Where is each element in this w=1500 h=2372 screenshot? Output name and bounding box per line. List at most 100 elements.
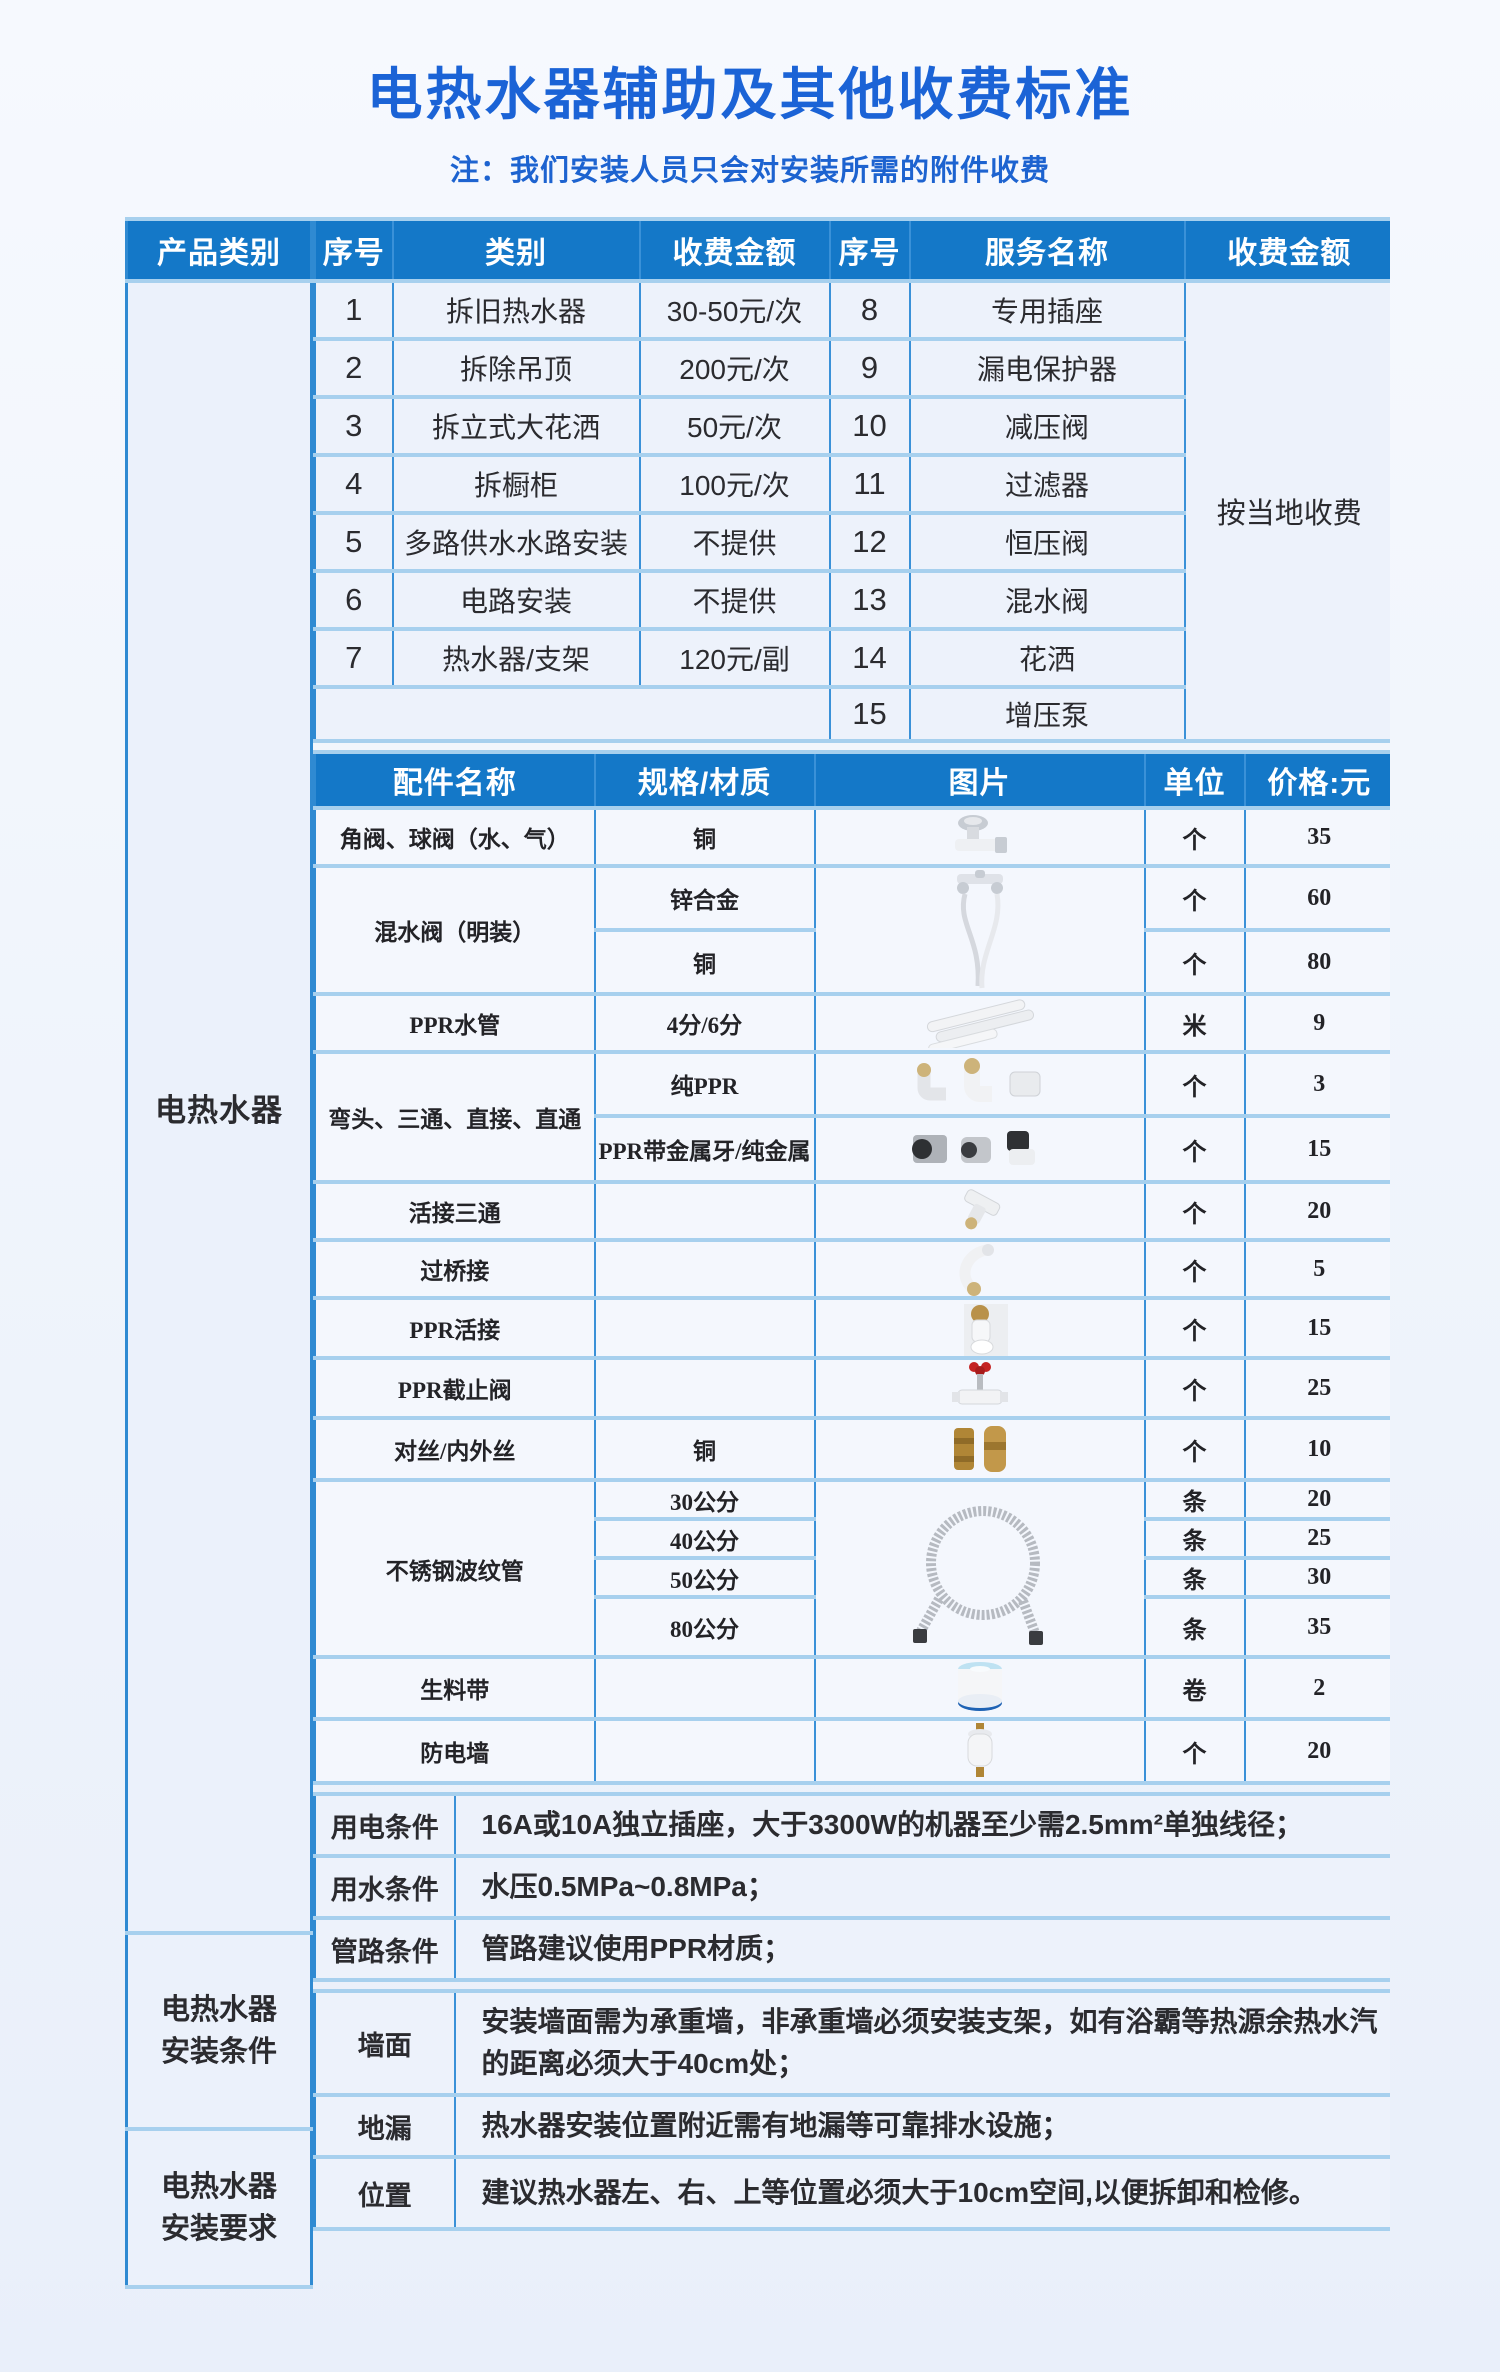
part-price: 60: [1243, 864, 1390, 932]
part-unit: 个: [1143, 1238, 1246, 1300]
condition-text: 水压0.5MPa~0.8MPa；: [453, 1854, 1390, 1920]
requirement-label: 位置: [313, 2155, 456, 2231]
part-unit: 个: [1143, 864, 1246, 932]
service-row-no: 12: [828, 511, 911, 573]
service-row-name: 漏电保护器: [908, 337, 1186, 399]
table-row: 对丝/内外丝 铜 个 10: [313, 1416, 1390, 1482]
ppr-pipe-image: [817, 998, 1143, 1048]
part-unit: 条: [1143, 1556, 1246, 1599]
service-row-no: 15: [828, 685, 911, 743]
table-row: 2 拆除吊顶 200元/次 9 漏电保护器: [313, 337, 1391, 399]
requirement-label: 地漏: [313, 2093, 456, 2159]
service-row-no: 14: [828, 627, 911, 689]
table-row: PPR活接 个 15: [313, 1296, 1390, 1360]
fee-row-category: 拆旧热水器: [391, 279, 641, 341]
product-category-rail: 产品类别 电热水器 电热水器 安装条件 电热水器 安装要求: [125, 217, 313, 2289]
service-row-name: 增压泵: [908, 685, 1186, 743]
part-spec: 50公分: [593, 1556, 816, 1599]
table-row: PPR截止阀 个 25: [313, 1356, 1390, 1420]
service-row-no: 13: [828, 569, 911, 631]
table-row: 弯头、三通、直接、直通 纯PPR 个 3: [313, 1050, 1390, 1184]
part-spec: 80公分: [593, 1595, 816, 1659]
part-unit: 个: [1143, 1296, 1246, 1360]
condition-text: 管路建议使用PPR材质；: [453, 1916, 1390, 1982]
part-spec: PPR带金属牙/纯金属: [593, 1114, 816, 1184]
part-price: 20: [1243, 1717, 1390, 1785]
install-conditions-section-label: 电热水器 安装条件: [125, 1931, 313, 2131]
table-row: 用水条件 水压0.5MPa~0.8MPa；: [313, 1854, 1390, 1920]
part-name: 角阀、球阀（水、气）: [313, 806, 596, 868]
part-price: 30: [1243, 1556, 1390, 1599]
accessories-price-table: 配件名称 规格/材质 图片 单位 价格:元 角阀、球阀（水、气） 铜 个 35 …: [313, 750, 1390, 1785]
fee-row-no: 5: [313, 511, 394, 573]
ppr-union-image: [817, 1302, 1143, 1354]
part-price: 35: [1243, 1595, 1390, 1659]
fee-row-category: 多路供水水路安装: [391, 511, 641, 573]
condition-text: 16A或10A独立插座，大于3300W的机器至少需2.5mm²单独线径；: [453, 1792, 1390, 1858]
fee-row-amount: 120元/副: [638, 627, 831, 689]
condition-label: 管路条件: [313, 1916, 456, 1982]
part-name: PPR截止阀: [313, 1356, 596, 1420]
service-row-name: 过滤器: [908, 453, 1186, 515]
part-unit: 个: [1143, 1050, 1246, 1118]
table-row: 管路条件 管路建议使用PPR材质；: [313, 1916, 1390, 1982]
fee-row-amount: 不提供: [638, 511, 831, 573]
metal-fittings-image: [817, 1121, 1143, 1177]
table-row: 铜 个 80: [315, 928, 1390, 996]
part-unit: 卷: [1143, 1655, 1246, 1721]
table-row: 地漏 热水器安装位置附近需有地漏等可靠排水设施；: [313, 2093, 1390, 2159]
service-row-name: 混水阀: [908, 569, 1186, 631]
col-header-fee2: 收费金额: [1183, 217, 1390, 283]
part-unit: 条: [1143, 1595, 1246, 1659]
install-requirements-table: 墙面 安装墙面需为承重墙，非承重墙必须安装支架，如有浴霸等热源余热水汽的距离必须…: [313, 1989, 1390, 2231]
service-row-no: 11: [828, 453, 911, 515]
service-row-name: 减压阀: [908, 395, 1186, 457]
part-price: 3: [1243, 1050, 1390, 1118]
col-header-image: 图片: [813, 750, 1146, 810]
table-row: 50公分 条 30: [315, 1556, 1390, 1599]
tape-roll-image: [817, 1661, 1143, 1715]
part-spec: 4分/6分: [593, 992, 816, 1054]
angle-valve-image: [817, 812, 1143, 862]
service-fee-table: 序号 类别 收费金额 序号 服务名称 收费金额 1 拆旧热水器 30-50元/次…: [313, 217, 1390, 743]
table-row: 生料带 卷 2: [313, 1655, 1390, 1721]
part-spec: [593, 1296, 816, 1360]
part-price: 10: [1243, 1416, 1390, 1482]
install-conditions-table: 用电条件 16A或10A独立插座，大于3300W的机器至少需2.5mm²单独线径…: [313, 1792, 1390, 1982]
table-row: 防电墙 个 20: [313, 1717, 1390, 1785]
col-header-category: 类别: [391, 217, 641, 283]
part-price: 9: [1243, 992, 1390, 1054]
fee-row-category: 热水器/支架: [391, 627, 641, 689]
part-spec: [593, 1180, 816, 1242]
part-price: 15: [1243, 1296, 1390, 1360]
col-header-spec: 规格/材质: [593, 750, 816, 810]
fee-row-amount: 30-50元/次: [638, 279, 831, 341]
table-row: 40公分 条 25: [315, 1517, 1390, 1560]
part-name: 弯头、三通、直接、直通: [313, 1050, 596, 1184]
part-spec: 40公分: [593, 1517, 816, 1560]
product-category-header: 产品类别: [125, 217, 313, 283]
part-unit: 个: [1143, 1356, 1246, 1420]
table-row: 用电条件 16A或10A独立插座，大于3300W的机器至少需2.5mm²单独线径…: [313, 1792, 1390, 1858]
part-price: 5: [1243, 1238, 1390, 1300]
fee-row-amount: 50元/次: [638, 395, 831, 457]
part-name: 对丝/内外丝: [313, 1416, 596, 1482]
mixing-valve-image: [817, 870, 1143, 990]
part-name: 防电墙: [313, 1717, 596, 1785]
fee-row-no: 4: [313, 453, 394, 515]
table-row: 5 多路供水水路安装 不提供 12 恒压阀: [313, 511, 1391, 573]
col-header-unit: 单位: [1143, 750, 1246, 810]
condition-label: 用电条件: [313, 1792, 456, 1858]
col-header-price: 价格:元: [1243, 750, 1390, 810]
table-row: PPR水管 4分/6分 米 9: [313, 992, 1390, 1054]
col-header-no: 序号: [313, 217, 394, 283]
part-unit: 个: [1143, 1416, 1246, 1482]
part-spec: 锌合金: [593, 864, 816, 932]
ppr-white-fittings-image: [817, 1056, 1143, 1112]
part-name: 生料带: [313, 1655, 596, 1721]
brass-nipple-image: [817, 1422, 1143, 1476]
part-price: 25: [1243, 1517, 1390, 1560]
page-subtitle: 注：我们安装人员只会对安装所需的附件收费: [449, 155, 1050, 187]
part-unit: 个: [1143, 1180, 1246, 1242]
part-price: 2: [1243, 1655, 1390, 1721]
